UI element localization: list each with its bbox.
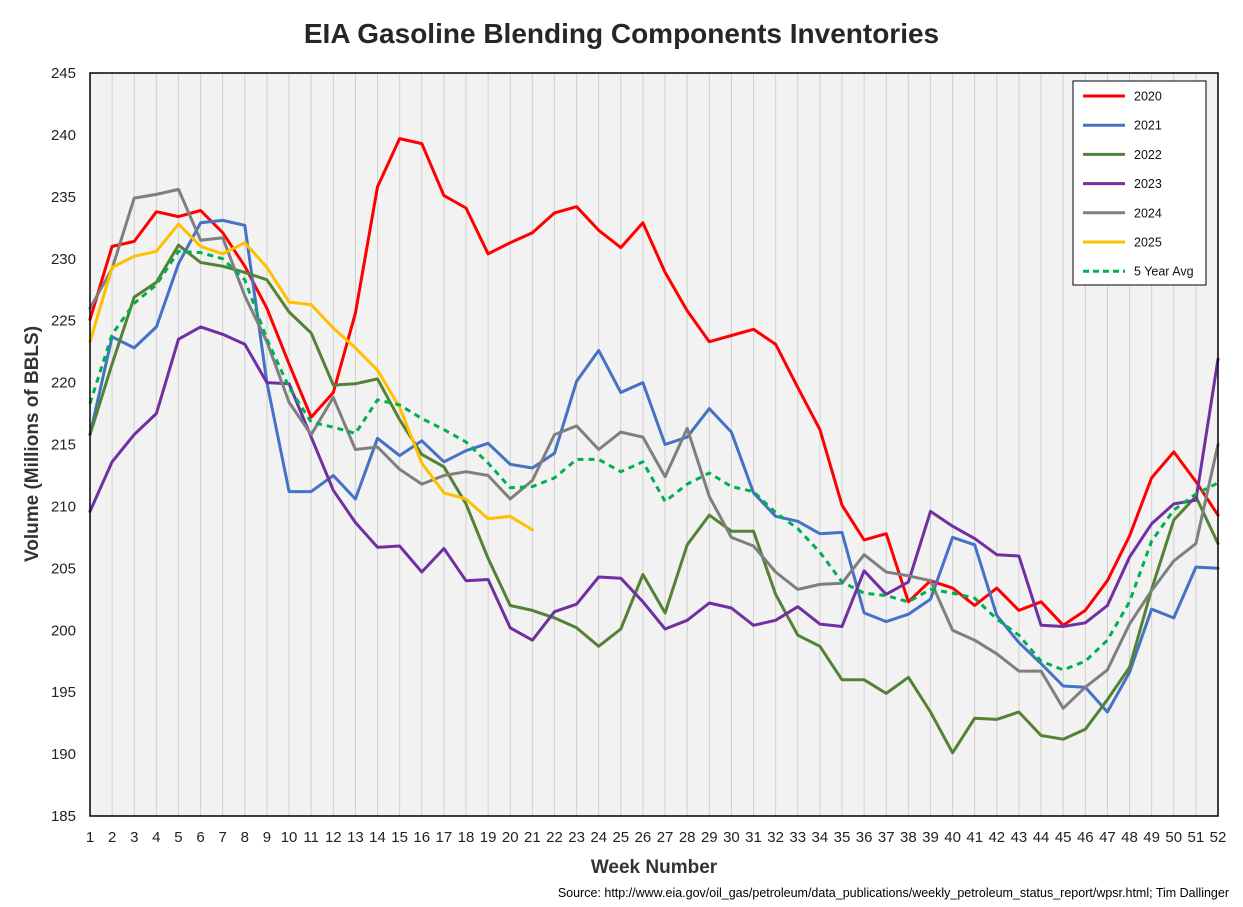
x-tick-43: 43 xyxy=(1011,829,1028,846)
y-tick-225: 225 xyxy=(51,313,76,330)
x-tick-51: 51 xyxy=(1188,829,1205,846)
x-tick-24: 24 xyxy=(590,829,607,846)
legend-label-2020: 2020 xyxy=(1134,90,1162,104)
x-tick-30: 30 xyxy=(723,829,740,846)
legend: 2020 2021 2022 2023 2024 2025 5 Year Avg xyxy=(1072,80,1207,286)
y-tick-185: 185 xyxy=(51,808,76,825)
x-tick-8: 8 xyxy=(241,829,249,846)
x-tick-37: 37 xyxy=(878,829,895,846)
x-tick-17: 17 xyxy=(436,829,453,846)
legend-label-2024: 2024 xyxy=(1134,206,1162,220)
x-tick-25: 25 xyxy=(612,829,629,846)
x-tick-39: 39 xyxy=(922,829,939,846)
y-tick-labels: 185 190 195 200 205 210 215 220 225 230 235 240 245 xyxy=(51,65,76,825)
x-tick-4: 4 xyxy=(152,829,160,846)
y-tick-215: 215 xyxy=(51,437,76,454)
legend-label-2023: 2023 xyxy=(1134,177,1162,191)
y-tick-195: 195 xyxy=(51,684,76,701)
series-line-2024 xyxy=(88,187,1220,710)
x-tick-34: 34 xyxy=(812,829,829,846)
y-tick-210: 210 xyxy=(51,498,76,515)
series-line-2025 xyxy=(88,222,534,532)
legend-label-2021: 2021 xyxy=(1134,119,1162,133)
x-tick-35: 35 xyxy=(834,829,851,846)
y-axis-title: Volume (Millions of BBLS) xyxy=(22,326,43,562)
legend-label-5-year-avg: 5 Year Avg xyxy=(1134,265,1194,279)
x-tick-13: 13 xyxy=(347,829,364,846)
y-tick-240: 240 xyxy=(51,127,76,144)
series-line-5-year-avg xyxy=(88,249,1219,672)
x-tick-2: 2 xyxy=(108,829,116,846)
x-tick-9: 9 xyxy=(263,829,271,846)
x-tick-28: 28 xyxy=(679,829,696,846)
legend-label-2022: 2022 xyxy=(1134,148,1162,162)
x-tick-19: 19 xyxy=(480,829,497,846)
x-tick-45: 45 xyxy=(1055,829,1072,846)
x-tick-38: 38 xyxy=(900,829,917,846)
x-tick-5: 5 xyxy=(174,829,182,846)
y-tick-205: 205 xyxy=(51,560,76,577)
x-tick-36: 36 xyxy=(856,829,873,846)
x-tick-44: 44 xyxy=(1033,829,1050,846)
source-note: Source: http://www.eia.gov/oil_gas/petro… xyxy=(557,886,1229,900)
x-tick-32: 32 xyxy=(767,829,784,846)
series-layer xyxy=(88,137,1220,755)
plot-border xyxy=(89,72,1219,817)
x-tick-15: 15 xyxy=(391,829,408,846)
x-tick-21: 21 xyxy=(524,829,541,846)
plot-area xyxy=(90,73,1218,816)
line-chart: 185190195200205210215220225230235240245 … xyxy=(22,65,1227,878)
y-tick-230: 230 xyxy=(51,251,76,268)
series-line-2023 xyxy=(88,325,1220,642)
y-tick-235: 235 xyxy=(51,189,76,206)
x-tick-40: 40 xyxy=(944,829,961,846)
x-tick-29: 29 xyxy=(701,829,718,846)
x-tick-46: 46 xyxy=(1077,829,1094,846)
x-tick-52: 52 xyxy=(1210,829,1227,846)
y-tick-245: 245 xyxy=(51,65,76,82)
x-tick-50: 50 xyxy=(1165,829,1182,846)
y-tick-190: 190 xyxy=(51,746,76,763)
x-tick-41: 41 xyxy=(966,829,983,846)
y-tick-220: 220 xyxy=(51,375,76,392)
x-tick-23: 23 xyxy=(568,829,585,846)
x-tick-18: 18 xyxy=(458,829,475,846)
x-tick-10: 10 xyxy=(281,829,298,846)
x-tick-1: 1 xyxy=(86,829,94,846)
x-tick-14: 14 xyxy=(369,829,386,846)
series-line-2022 xyxy=(88,243,1220,755)
x-tick-26: 26 xyxy=(635,829,652,846)
series-line-2020 xyxy=(88,137,1220,627)
x-tick-20: 20 xyxy=(502,829,519,846)
x-tick-7: 7 xyxy=(219,829,227,846)
x-tick-31: 31 xyxy=(745,829,762,846)
x-tick-6: 6 xyxy=(196,829,204,846)
x-tick-16: 16 xyxy=(413,829,430,846)
x-tick-42: 42 xyxy=(988,829,1005,846)
x-tick-49: 49 xyxy=(1143,829,1160,846)
x-tick-labels: 1 2 3 4 5 6 7 8 9 10 11 12 13 14 15 16 17 18 19 20 21 22 23 24 2… xyxy=(86,829,1227,846)
series-line-2021 xyxy=(88,218,1220,714)
chart-title: EIA Gasoline Blending Components Invento… xyxy=(303,18,940,49)
x-tick-33: 33 xyxy=(789,829,806,846)
x-tick-11: 11 xyxy=(303,829,319,846)
x-tick-27: 27 xyxy=(657,829,674,846)
x-tick-48: 48 xyxy=(1121,829,1138,846)
x-tick-47: 47 xyxy=(1099,829,1116,846)
legend-label-2025: 2025 xyxy=(1134,236,1162,250)
x-tick-22: 22 xyxy=(546,829,563,846)
y-tick-200: 200 xyxy=(51,622,76,639)
x-axis-title: Week Number xyxy=(591,857,718,878)
x-tick-3: 3 xyxy=(130,829,138,846)
x-tick-12: 12 xyxy=(325,829,342,846)
